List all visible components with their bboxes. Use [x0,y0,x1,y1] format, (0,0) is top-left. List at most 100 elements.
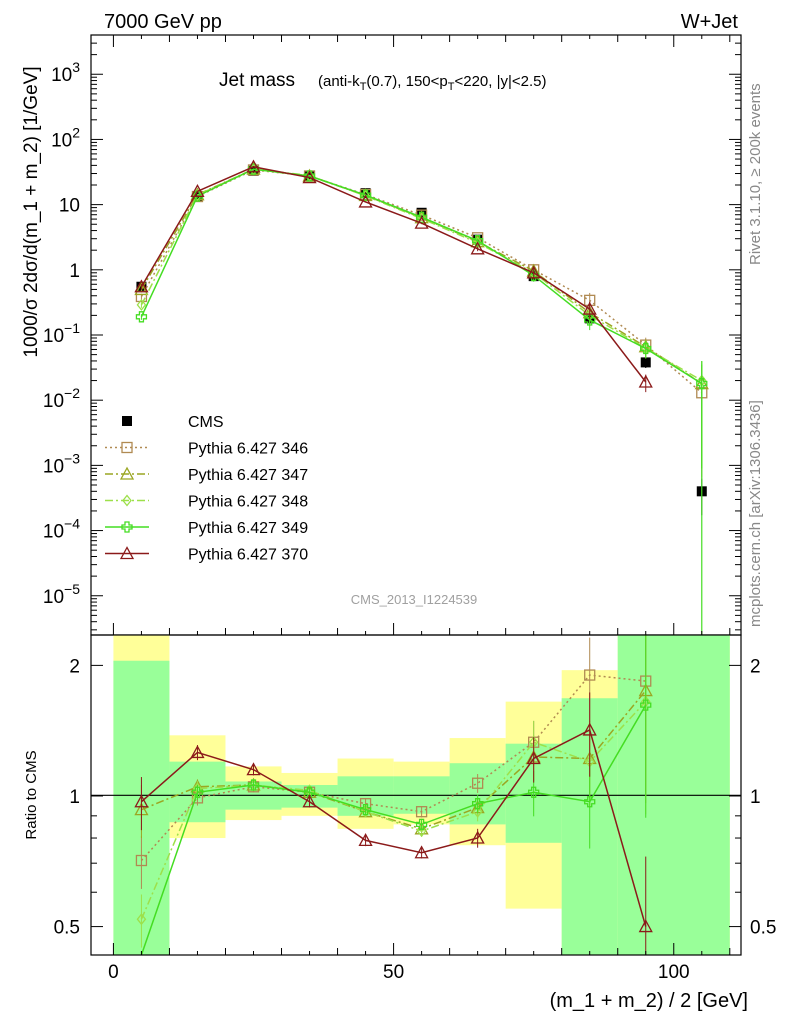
x-tick-label: 0 [108,962,119,983]
ratio-point [471,798,484,810]
data-point [470,241,485,255]
legend-marker [119,466,135,480]
series-line [140,168,703,385]
y-tick-label: 10−4 [43,516,80,543]
legend-label: Pythia 6.427 347 [188,467,308,484]
x-tick-label: 100 [658,962,690,983]
ratio-y-tick-label-right: 0.5 [750,918,776,939]
legend: CMS Pythia 6.427 346 Pythia 6.427 347 Pythi… [105,414,308,564]
main-plot-frame [90,34,742,636]
ratio-point [136,913,147,926]
y-tick-label: 10 [59,196,80,217]
data-point [526,265,541,279]
ratio-point [134,794,149,808]
y-tick-label: 10−1 [43,320,80,347]
data-point [246,159,261,173]
ratio-point [246,762,261,776]
ratio-point [472,805,483,818]
y-tick-label: 102 [51,124,80,151]
data-point [638,374,653,388]
data-point [696,377,708,390]
ratio-y-tick-label: 2 [69,656,80,677]
ratio-plot-frame [90,634,742,956]
ratio-point [415,806,428,818]
data-point [360,188,371,199]
data-point [582,301,597,315]
data-point [640,357,651,368]
ratio-line [141,690,647,830]
data-point [190,183,205,197]
legend-marker [121,441,133,454]
ratio-point [358,833,373,847]
series-line [140,168,703,385]
data-point [358,194,373,208]
data-point [134,279,149,293]
legend-label: Pythia 6.427 349 [188,520,308,537]
data-point [134,282,149,296]
legend-label: Pythia 6.427 370 [188,547,308,564]
ratio-point [471,777,484,789]
ratio-series-4 [134,692,653,955]
data-point [136,298,147,311]
series-line [140,166,647,383]
ratio-y-tick-label: 0.5 [54,918,80,939]
ratio-point [584,796,596,808]
ratio-point [528,786,540,798]
x-axis-label: (m_1 + m_2) / 2 [GeV] [550,990,748,1012]
rivet-version-label: Rivet 3.1.10, ≥ 200k events [747,83,764,265]
ratio-point [470,830,485,844]
data-point [640,342,652,355]
ratio-point [191,786,204,798]
ratio-point [190,745,205,759]
ratio-point [638,919,653,933]
series-line [140,168,703,382]
legend-label: Pythia 6.427 348 [188,494,308,511]
legend-label: CMS [188,414,224,431]
ratio-line [140,728,647,927]
ratio-point [303,786,316,798]
ratio-point [640,699,652,711]
x-tick-label: 50 [383,962,404,983]
ratio-line [140,701,647,920]
ratio-y-axis-label: Ratio to CMS [23,750,40,839]
ratio-line [140,704,647,956]
plot-subtitle: (anti-kT(0.7), 150<pT<220, |y|<2.5) [318,73,547,93]
ratio-point [584,669,596,681]
y-tick-label: 10−5 [43,581,80,608]
data-point [192,189,203,202]
process-label: W+Jet [681,11,739,33]
legend-marker [122,494,132,507]
data-point [415,211,428,223]
data-point [584,314,596,326]
y-tick-label: 103 [51,59,80,86]
energy-label: 7000 GeV pp [104,11,222,33]
data-point [135,311,148,323]
data-point [414,215,429,229]
ratio-series-3 [140,635,652,956]
ratio-point [414,845,429,859]
ratio-y-tick-label-right: 1 [750,787,761,808]
main-plot-panel: 10−5 10−4 10−3 10−2 10−1 1 10 102 103 [43,34,742,636]
data-point [248,165,259,176]
y-tick-label: 10−2 [43,385,80,412]
legend-marker [122,416,132,426]
ratio-point [416,825,427,838]
ratio-point [359,804,372,816]
ratio-y-tick-label-right: 2 [750,656,761,677]
y-tick-label: 1 [69,261,80,282]
y-tick-label: 10−3 [43,450,80,477]
analysis-watermark: CMS_2013_I1224539 [351,592,478,607]
ratio-point [247,779,260,791]
series-5 [134,159,653,393]
ratio-point [415,818,428,831]
y-axis-label: 1000/σ 2dσ/d(m_1 + m_2) [1/GeV] [21,66,42,357]
legend-marker [121,521,133,533]
ratio-point [526,751,541,765]
series-line [140,169,703,394]
ratio-y-tick-label: 1 [69,787,80,808]
ratio-point [135,854,148,867]
data-point [302,170,317,184]
ratio-point [302,794,317,808]
ratio-plot-panel: 0.5 0.5 1 1 2 2 0 50 100 [54,634,776,983]
